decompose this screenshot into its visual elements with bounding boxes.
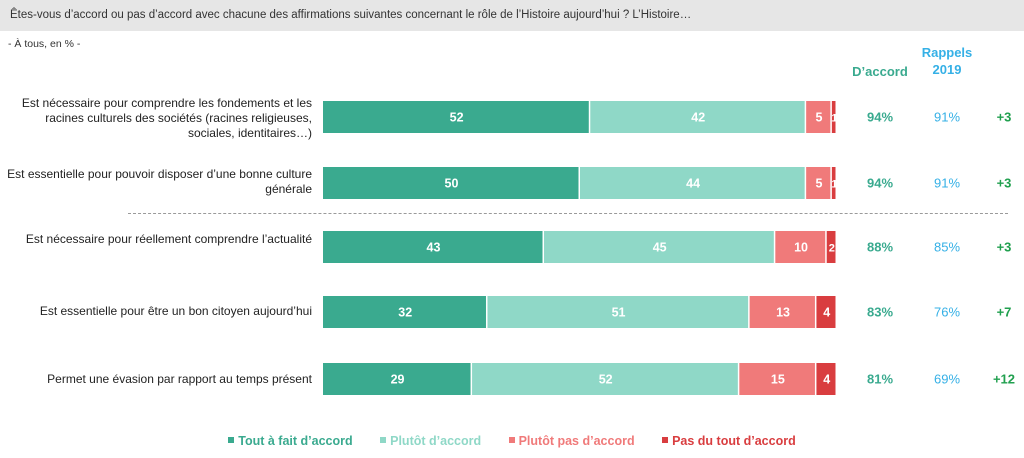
legend-label-1: Tout à fait d’accord [238, 434, 353, 448]
legend-swatch-4 [662, 437, 669, 443]
bar-r1-s2 [590, 101, 805, 133]
bar-label-r2-s1: 50 [445, 177, 459, 191]
bar-r1-s3 [806, 101, 831, 133]
legend-swatch-3 [508, 437, 515, 443]
bar-label-r5-s1: 29 [391, 373, 405, 387]
bar-r4-s1 [323, 296, 486, 328]
rappels-year: 2019 [932, 62, 962, 77]
legend-swatch-1 [228, 437, 235, 443]
bar-r2-s2 [580, 167, 805, 199]
row-label-4: Est essentielle pour être un bon citoyen… [39, 304, 312, 318]
bar-r2-s4 [831, 167, 836, 199]
rappel-2019-3: 85% [934, 240, 960, 255]
bar-label-r1-s3: 5 [816, 111, 823, 125]
bar-label-r4-s1: 32 [398, 306, 412, 320]
rappel-2019-2: 91% [934, 176, 960, 191]
accord-total-4: 83% [867, 305, 893, 320]
evolution-3: +3 [997, 240, 1012, 255]
legend-label-4: Pas du tout d’accord [672, 434, 796, 448]
bar-r4-s2 [487, 296, 749, 328]
accord-total-5: 81% [867, 372, 893, 387]
accord-total-3: 88% [867, 240, 893, 255]
bar-label-r1-s4: 1 [831, 113, 837, 125]
legend-item-1: Tout à fait d’accord [228, 434, 353, 448]
question-text: Êtes-vous d’accord ou pas d’accord avec … [10, 9, 692, 21]
row-label-2: Est essentielle pour pouvoir disposer d’… [7, 167, 312, 196]
evolution-2: +3 [997, 176, 1012, 191]
legend-label-2: Plutôt d’accord [390, 434, 482, 448]
bar-r2-s3 [806, 167, 831, 199]
column-header-rappels: Rappels 2019 [900, 44, 994, 78]
bar-label-r3-s4: 2 [829, 243, 835, 255]
legend-label-3: Plutôt pas d’accord [518, 434, 635, 448]
evolution-4: +7 [997, 305, 1012, 320]
bar-r5-s1 [323, 363, 471, 395]
bar-r3-s3 [775, 231, 826, 263]
bar-label-r1-s1: 52 [450, 111, 464, 125]
bar-r1-s1 [323, 101, 589, 133]
bar-label-r1-s2: 42 [691, 111, 705, 125]
legend-item-2: Plutôt d’accord [380, 434, 481, 448]
bar-r5-s4 [816, 363, 836, 395]
bar-label-r4-s4: 4 [823, 306, 830, 320]
bar-r3-s2 [544, 231, 774, 263]
row-label-5: Permet une évasion par rapport au temps … [47, 372, 312, 386]
bar-label-r2-s4: 1 [831, 179, 837, 191]
column-header-accord: D’accord [852, 64, 908, 79]
evolution-1: +3 [997, 110, 1012, 125]
bar-label-r5-s2: 52 [599, 373, 613, 387]
bar-label-r3-s2: 45 [653, 241, 667, 255]
group-divider [128, 213, 1008, 214]
bar-label-r3-s1: 43 [427, 241, 441, 255]
rappels-label: Rappels [921, 45, 973, 60]
legend-swatch-2 [380, 437, 387, 443]
bar-r5-s2 [472, 363, 738, 395]
bar-label-r4-s2: 51 [612, 306, 626, 320]
question-header: Êtes-vous d’accord ou pas d’accord avec … [0, 0, 1024, 31]
bar-label-r2-s3: 5 [816, 177, 823, 191]
bar-r5-s3 [739, 363, 815, 395]
bar-label-r3-s3: 10 [794, 241, 808, 255]
legend: Tout à fait d’accord Plutôt d’accord Plu… [0, 434, 1024, 448]
row-label-3: Est nécessaire pour réellement comprendr… [25, 232, 312, 246]
evolution-5: +12 [993, 372, 1015, 387]
rappel-2019-1: 91% [934, 110, 960, 125]
bar-r2-s1 [323, 167, 579, 199]
bar-r3-s1 [323, 231, 543, 263]
bar-label-r5-s4: 4 [823, 373, 830, 387]
bar-label-r2-s2: 44 [686, 177, 700, 191]
bar-label-r5-s3: 15 [771, 373, 785, 387]
bar-r4-s4 [816, 296, 836, 328]
bar-label-r4-s3: 13 [776, 306, 790, 320]
accord-total-1: 94% [867, 110, 893, 125]
rappel-2019-4: 76% [934, 305, 960, 320]
scope-note: - À tous, en % - [8, 38, 81, 50]
legend-item-3: Plutôt pas d’accord [508, 434, 635, 448]
bar-r1-s4 [831, 101, 836, 133]
bar-r3-s4 [826, 231, 836, 263]
bar-r4-s3 [749, 296, 815, 328]
rappel-2019-5: 69% [934, 372, 960, 387]
accord-total-2: 94% [867, 176, 893, 191]
legend-item-4: Pas du tout d’accord [662, 434, 796, 448]
row-label-1: Est nécessaire pour comprendre les fonde… [21, 96, 312, 140]
